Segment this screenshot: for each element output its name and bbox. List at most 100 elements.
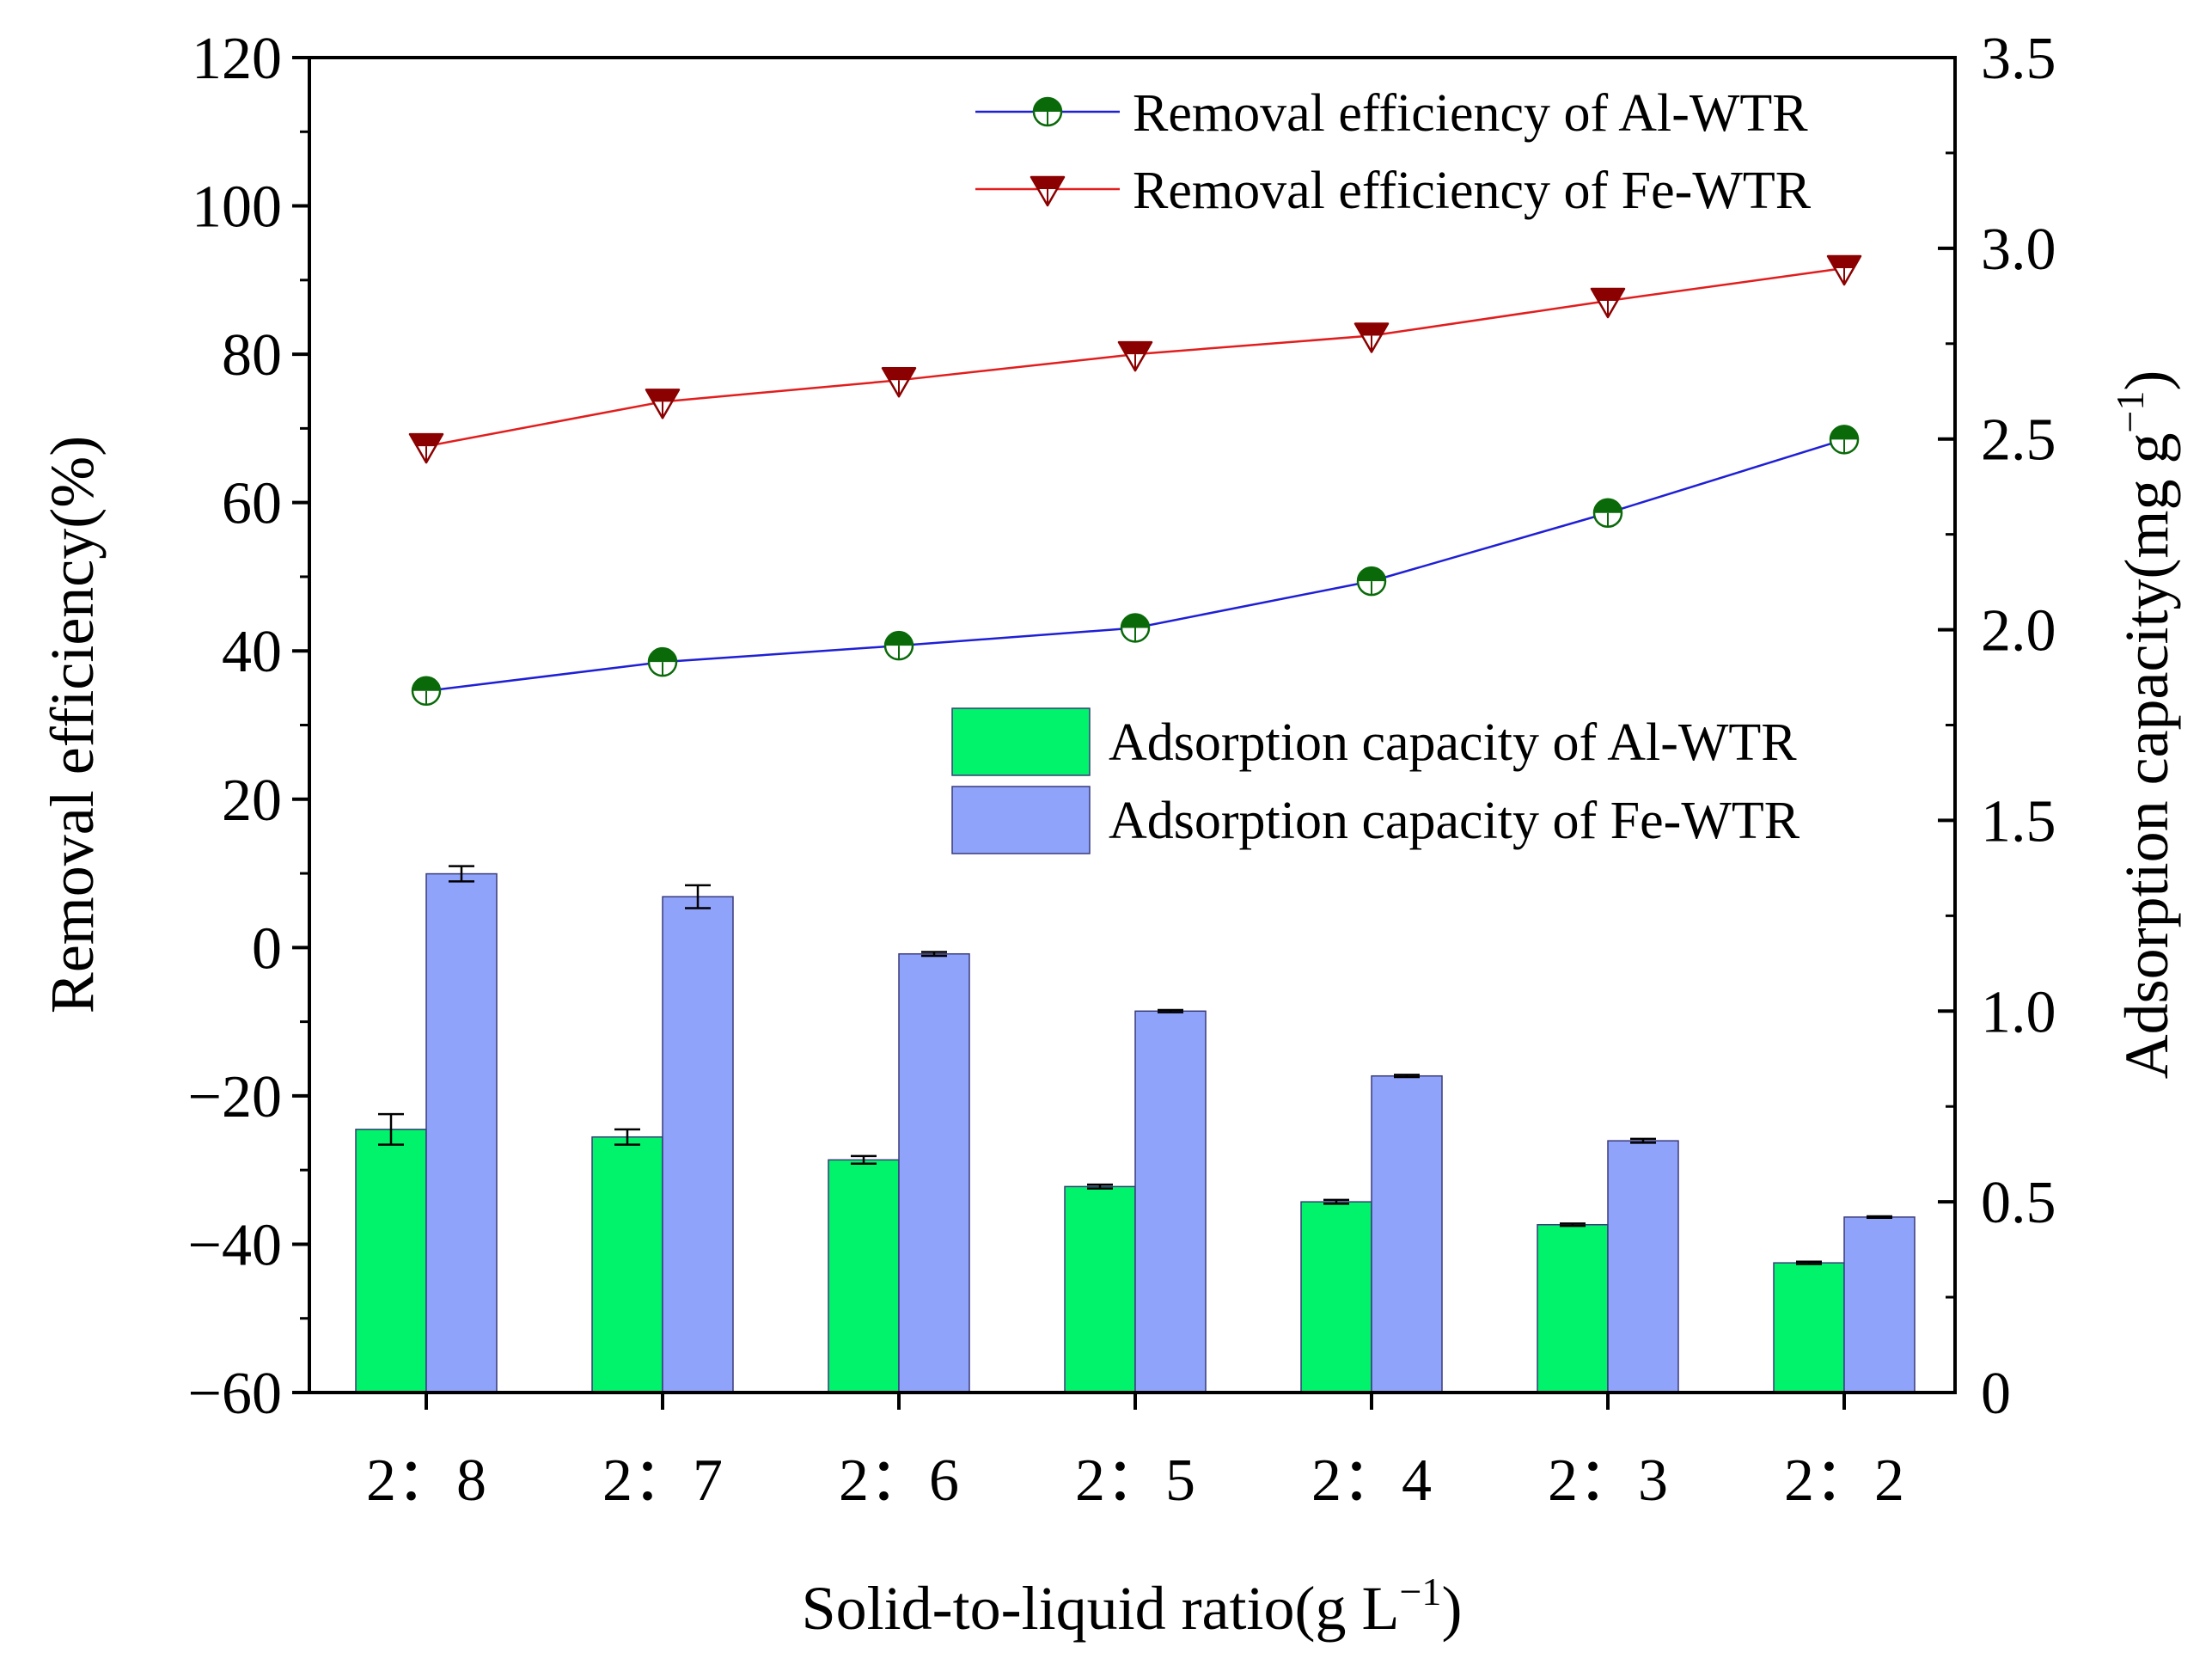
point-fe-outline [881, 367, 917, 398]
y-left-tick-label: 0 [252, 915, 282, 982]
point-fe-fill [410, 434, 443, 447]
x-tick-label: 2：3 [1548, 1448, 1668, 1514]
bar-fe [1843, 1216, 1916, 1393]
x-tick-label: 2：7 [602, 1448, 723, 1514]
point-al [1829, 425, 1860, 455]
point-al [1356, 566, 1387, 597]
left-axis: 120 100 80 60 40 20 0 −20 −40 −60 [188, 26, 309, 1427]
point-fe-outline [645, 389, 681, 419]
y-right-axis-title-main: Adsorption capacity(mg g [2112, 433, 2181, 1080]
x-axis-title-sup: −1 [1399, 1570, 1441, 1613]
point-al-outline [1120, 613, 1151, 643]
point-al-fill [1594, 499, 1622, 513]
point-al-fill [885, 632, 913, 646]
y-left-tick-label: −40 [188, 1212, 282, 1278]
x-tick-label: 2：5 [1075, 1448, 1195, 1514]
point-fe [408, 432, 444, 464]
legend-swatch-al [951, 707, 1091, 776]
point-al-fill [412, 676, 440, 691]
bar-fe [662, 896, 734, 1393]
bar-fe [425, 872, 498, 1393]
bar-al [1300, 1201, 1372, 1393]
y-right-axis-title-sup: −1 [2108, 391, 2152, 433]
point-fe-fill [1828, 256, 1861, 269]
point-fe-outline [1117, 340, 1153, 372]
lines-layer [408, 254, 1862, 707]
point-fe [1826, 254, 1862, 286]
point-fe-fill [1355, 323, 1388, 336]
point-fe [1590, 287, 1626, 319]
y-left-tick-label: 40 [222, 619, 282, 685]
y-left-tick-label: 80 [222, 322, 282, 389]
point-fe-fill [1592, 288, 1624, 301]
y-right-axis-title-close: ) [2112, 370, 2181, 391]
y-right-tick-label: 3.0 [1981, 217, 2056, 283]
x-tick-label: 2：2 [1784, 1448, 1904, 1514]
legend-marker-fe [1030, 175, 1066, 207]
point-fe-outline [408, 432, 444, 464]
y-left-axis-title: Removal efficiency(%) [38, 436, 107, 1013]
line-al [425, 438, 1845, 693]
y-right-tick-label: 2.5 [1981, 407, 2056, 474]
x-tick-label: 2：6 [839, 1448, 959, 1514]
y-right-tick-label: 0.5 [1981, 1170, 2056, 1236]
y-left-tick-label: 60 [222, 471, 282, 537]
y-right-axis-title: Adsorption capacity(mg g−1) [2108, 370, 2181, 1080]
point-al-outline [1592, 498, 1623, 528]
legend-bar-label-fe: Adsorption capacity of Fe-WTR [1109, 792, 1800, 850]
point-al-outline [883, 630, 914, 661]
x-tick-label: 2：8 [366, 1448, 486, 1514]
point-fe-fill [883, 368, 915, 381]
legend-swatch-fe [951, 786, 1091, 854]
point-al [1592, 498, 1623, 528]
bar-al [828, 1159, 900, 1393]
y-left-tick-label: −60 [188, 1361, 282, 1427]
bar-al [1537, 1224, 1609, 1393]
point-al-outline [647, 646, 678, 677]
bar-fe [1371, 1074, 1443, 1393]
legend-marker-al [1032, 96, 1063, 127]
y-left-tick-label: 120 [192, 26, 282, 92]
bar-fe [1607, 1140, 1679, 1393]
y-right-tick-label: 2.0 [1981, 598, 2056, 664]
legend-bar-label-al: Adsorption capacity of Al-WTR [1109, 713, 1797, 772]
x-axis-title: Solid-to-liquid ratio(g L−1) [802, 1570, 1463, 1643]
point-al [883, 630, 914, 661]
bar-fe [898, 952, 970, 1393]
y-right-tick-label: 3.5 [1981, 26, 2056, 92]
bar-al [1064, 1185, 1136, 1393]
point-fe-outline [1353, 322, 1390, 353]
bar-al [355, 1129, 427, 1393]
legend-marker-fe-fill [1031, 177, 1064, 189]
y-right-tick-label: 0 [1981, 1361, 2011, 1427]
y-left-tick-label: −20 [188, 1064, 282, 1130]
point-fe-outline [1590, 287, 1626, 319]
point-fe-outline [1826, 254, 1862, 286]
point-al-outline [411, 676, 442, 707]
legend-label-al: Removal efficiency of Al-WTR [1133, 84, 1808, 143]
point-fe-fill [1119, 342, 1152, 355]
bar-al [1773, 1262, 1845, 1393]
bars-layer [355, 865, 1916, 1393]
point-al-fill [649, 648, 676, 663]
bar-fe [1134, 1010, 1207, 1393]
y-left-tick-label: 20 [222, 768, 282, 834]
x-axis: 2：8 2：7 2：6 2：5 2：4 2：3 2：2 [366, 1393, 1904, 1514]
y-left-tick-label: 100 [192, 174, 282, 241]
legend-lines: Removal efficiency of Al-WTR Removal effi… [975, 84, 1812, 220]
x-tick-label: 2：4 [1311, 1448, 1432, 1514]
point-fe [881, 367, 917, 398]
point-fe-fill [646, 389, 679, 402]
legend-marker-al-fill [1034, 98, 1061, 112]
y-right-tick-label: 1.5 [1981, 788, 2056, 854]
point-fe [1353, 322, 1390, 353]
x-axis-title-close: ) [1441, 1574, 1462, 1643]
x-axis-title-main: Solid-to-liquid ratio(g L [802, 1574, 1400, 1643]
point-al-fill [1121, 614, 1149, 628]
legend-label-fe: Removal efficiency of Fe-WTR [1133, 162, 1812, 220]
bar-al [591, 1136, 663, 1393]
y-right-tick-label: 1.0 [1981, 979, 2056, 1045]
point-al-fill [1830, 425, 1858, 440]
legend-marker-fe-outline [1030, 175, 1066, 207]
